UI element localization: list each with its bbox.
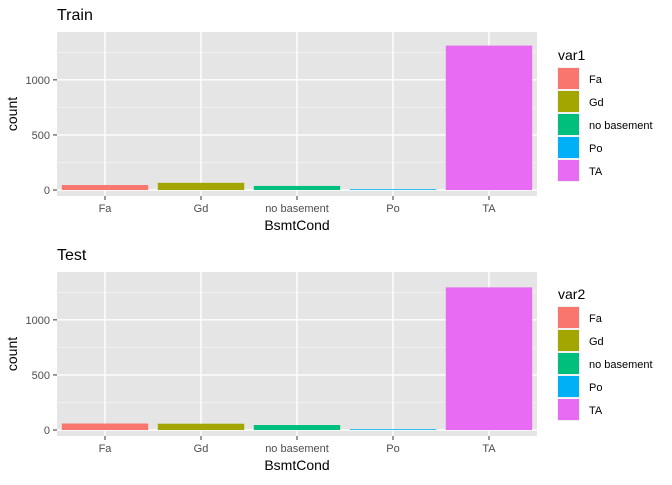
- y-axis-ticks: 0 500 1000: [26, 315, 57, 437]
- legend-label: no basement: [589, 120, 653, 132]
- y-axis-label: count: [4, 337, 20, 371]
- x-tick-label: Gd: [194, 203, 209, 215]
- bars: [61, 287, 533, 430]
- x-axis-label: BsmtCond: [264, 217, 329, 233]
- legend-swatch: [558, 330, 579, 351]
- legend-label: Fa: [589, 313, 603, 325]
- y-tick-label: 500: [32, 130, 50, 142]
- legend-label: Gd: [589, 336, 604, 348]
- legend-label: no basement: [589, 359, 653, 371]
- legend-label: Po: [589, 143, 602, 155]
- legend-swatch: [558, 399, 579, 420]
- bar-po: [349, 429, 437, 430]
- legend-label: Fa: [589, 74, 603, 86]
- x-tick-label: TA: [482, 203, 496, 215]
- bar-no-basement: [253, 425, 341, 430]
- y-axis-ticks: 0 500 1000: [26, 75, 57, 197]
- bar-ta: [445, 45, 533, 190]
- train-chart: Train 0 500 1000 Fa Gd no basement Po TA BsmtC…: [4, 7, 653, 233]
- bar-po: [349, 189, 437, 190]
- legend-swatch: [558, 353, 579, 374]
- legend-swatch: [558, 114, 579, 135]
- x-tick-label: Fa: [99, 443, 113, 455]
- bar-ta: [445, 287, 533, 430]
- legend: Fa Gd no basement Po TA: [557, 67, 653, 182]
- bar-fa: [61, 423, 149, 430]
- bars: [61, 45, 533, 190]
- legend-swatch: [558, 137, 579, 158]
- test-chart: Test 0 500 1000 Fa Gd no basement Po TA BsmtCo…: [4, 247, 653, 473]
- legend-swatch: [558, 307, 579, 328]
- legend-title: var1: [558, 47, 585, 63]
- y-axis-label: count: [4, 97, 20, 131]
- x-tick-label: TA: [482, 443, 496, 455]
- y-tick-label: 0: [44, 185, 50, 197]
- legend-swatch: [558, 68, 579, 89]
- y-tick-label: 1000: [26, 75, 50, 87]
- x-axis-ticks: Fa Gd no basement Po TA: [99, 196, 496, 215]
- bar-fa: [61, 185, 149, 190]
- x-tick-label: Fa: [99, 203, 113, 215]
- x-tick-label: Gd: [194, 443, 209, 455]
- bar-gd: [157, 182, 245, 190]
- x-axis-ticks: Fa Gd no basement Po TA: [99, 436, 496, 455]
- chart-title: Train: [57, 7, 93, 24]
- legend: Fa Gd no basement Po TA: [557, 306, 653, 421]
- y-tick-label: 1000: [26, 315, 50, 327]
- legend-swatch: [558, 91, 579, 112]
- legend-title: var2: [558, 286, 585, 302]
- legend-label: TA: [589, 166, 603, 178]
- legend-label: TA: [589, 405, 603, 417]
- x-tick-label: no basement: [265, 443, 329, 455]
- legend-label: Po: [589, 382, 602, 394]
- bar-no-basement: [253, 185, 341, 190]
- legend-swatch: [558, 160, 579, 181]
- x-tick-label: Po: [386, 443, 399, 455]
- legend-swatch: [558, 376, 579, 397]
- bar-gd: [157, 423, 245, 430]
- y-tick-label: 500: [32, 370, 50, 382]
- chart-title: Test: [57, 247, 87, 264]
- legend-label: Gd: [589, 97, 604, 109]
- y-tick-label: 0: [44, 425, 50, 437]
- x-axis-label: BsmtCond: [264, 457, 329, 473]
- x-tick-label: no basement: [265, 203, 329, 215]
- x-tick-label: Po: [386, 203, 399, 215]
